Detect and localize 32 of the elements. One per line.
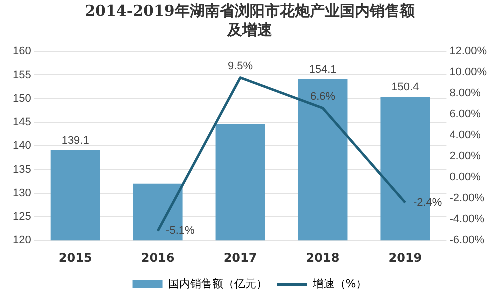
y2-tick-label: 0.00% <box>450 172 482 184</box>
chart-title: 2014-2019年湖南省浏阳市花炮产业国内销售额及增速 <box>85 2 415 41</box>
x-tick-label: 2015 <box>58 250 92 265</box>
y-tick-label: 120 <box>12 234 32 247</box>
y-tick-label: 125 <box>12 211 32 224</box>
y-tick-label: 150 <box>12 92 32 105</box>
y2-tick-label: 12.00% <box>450 46 488 58</box>
y2-tick-label: -2.00% <box>450 192 485 205</box>
data-label: 9.5% <box>228 60 254 72</box>
y-tick-label: 140 <box>12 140 32 152</box>
y-tick-label: 160 <box>12 46 32 58</box>
y2-tick-label: 8.00% <box>450 88 482 100</box>
y-tick-label: 155 <box>12 69 32 82</box>
y2-tick-label: 4.00% <box>450 130 482 142</box>
x-tick-label: 2018 <box>306 250 340 265</box>
y2-tick-label: 6.00% <box>450 108 482 121</box>
y-tick-label: 135 <box>12 164 32 176</box>
data-label: 154.1 <box>309 64 337 76</box>
x-tick-label: 2017 <box>224 250 258 265</box>
y-tick-label: 145 <box>12 116 32 129</box>
data-label: 150.4 <box>392 81 420 94</box>
legend-label: 国内销售额（亿元） <box>168 277 268 290</box>
y-tick-label: 130 <box>12 187 32 200</box>
data-label: 6.6% <box>310 90 336 103</box>
x-tick-label: 2016 <box>141 250 175 265</box>
x-tick-label: 2019 <box>388 250 422 265</box>
legend-label: 增速（%） <box>312 277 368 290</box>
y2-tick-label: 10.00% <box>450 66 488 79</box>
y2-tick-label: -4.00% <box>450 214 485 226</box>
y2-tick-label: 2.00% <box>450 150 482 163</box>
data-label: 139.1 <box>62 134 90 147</box>
y2-tick-label: -6.00% <box>450 234 485 247</box>
